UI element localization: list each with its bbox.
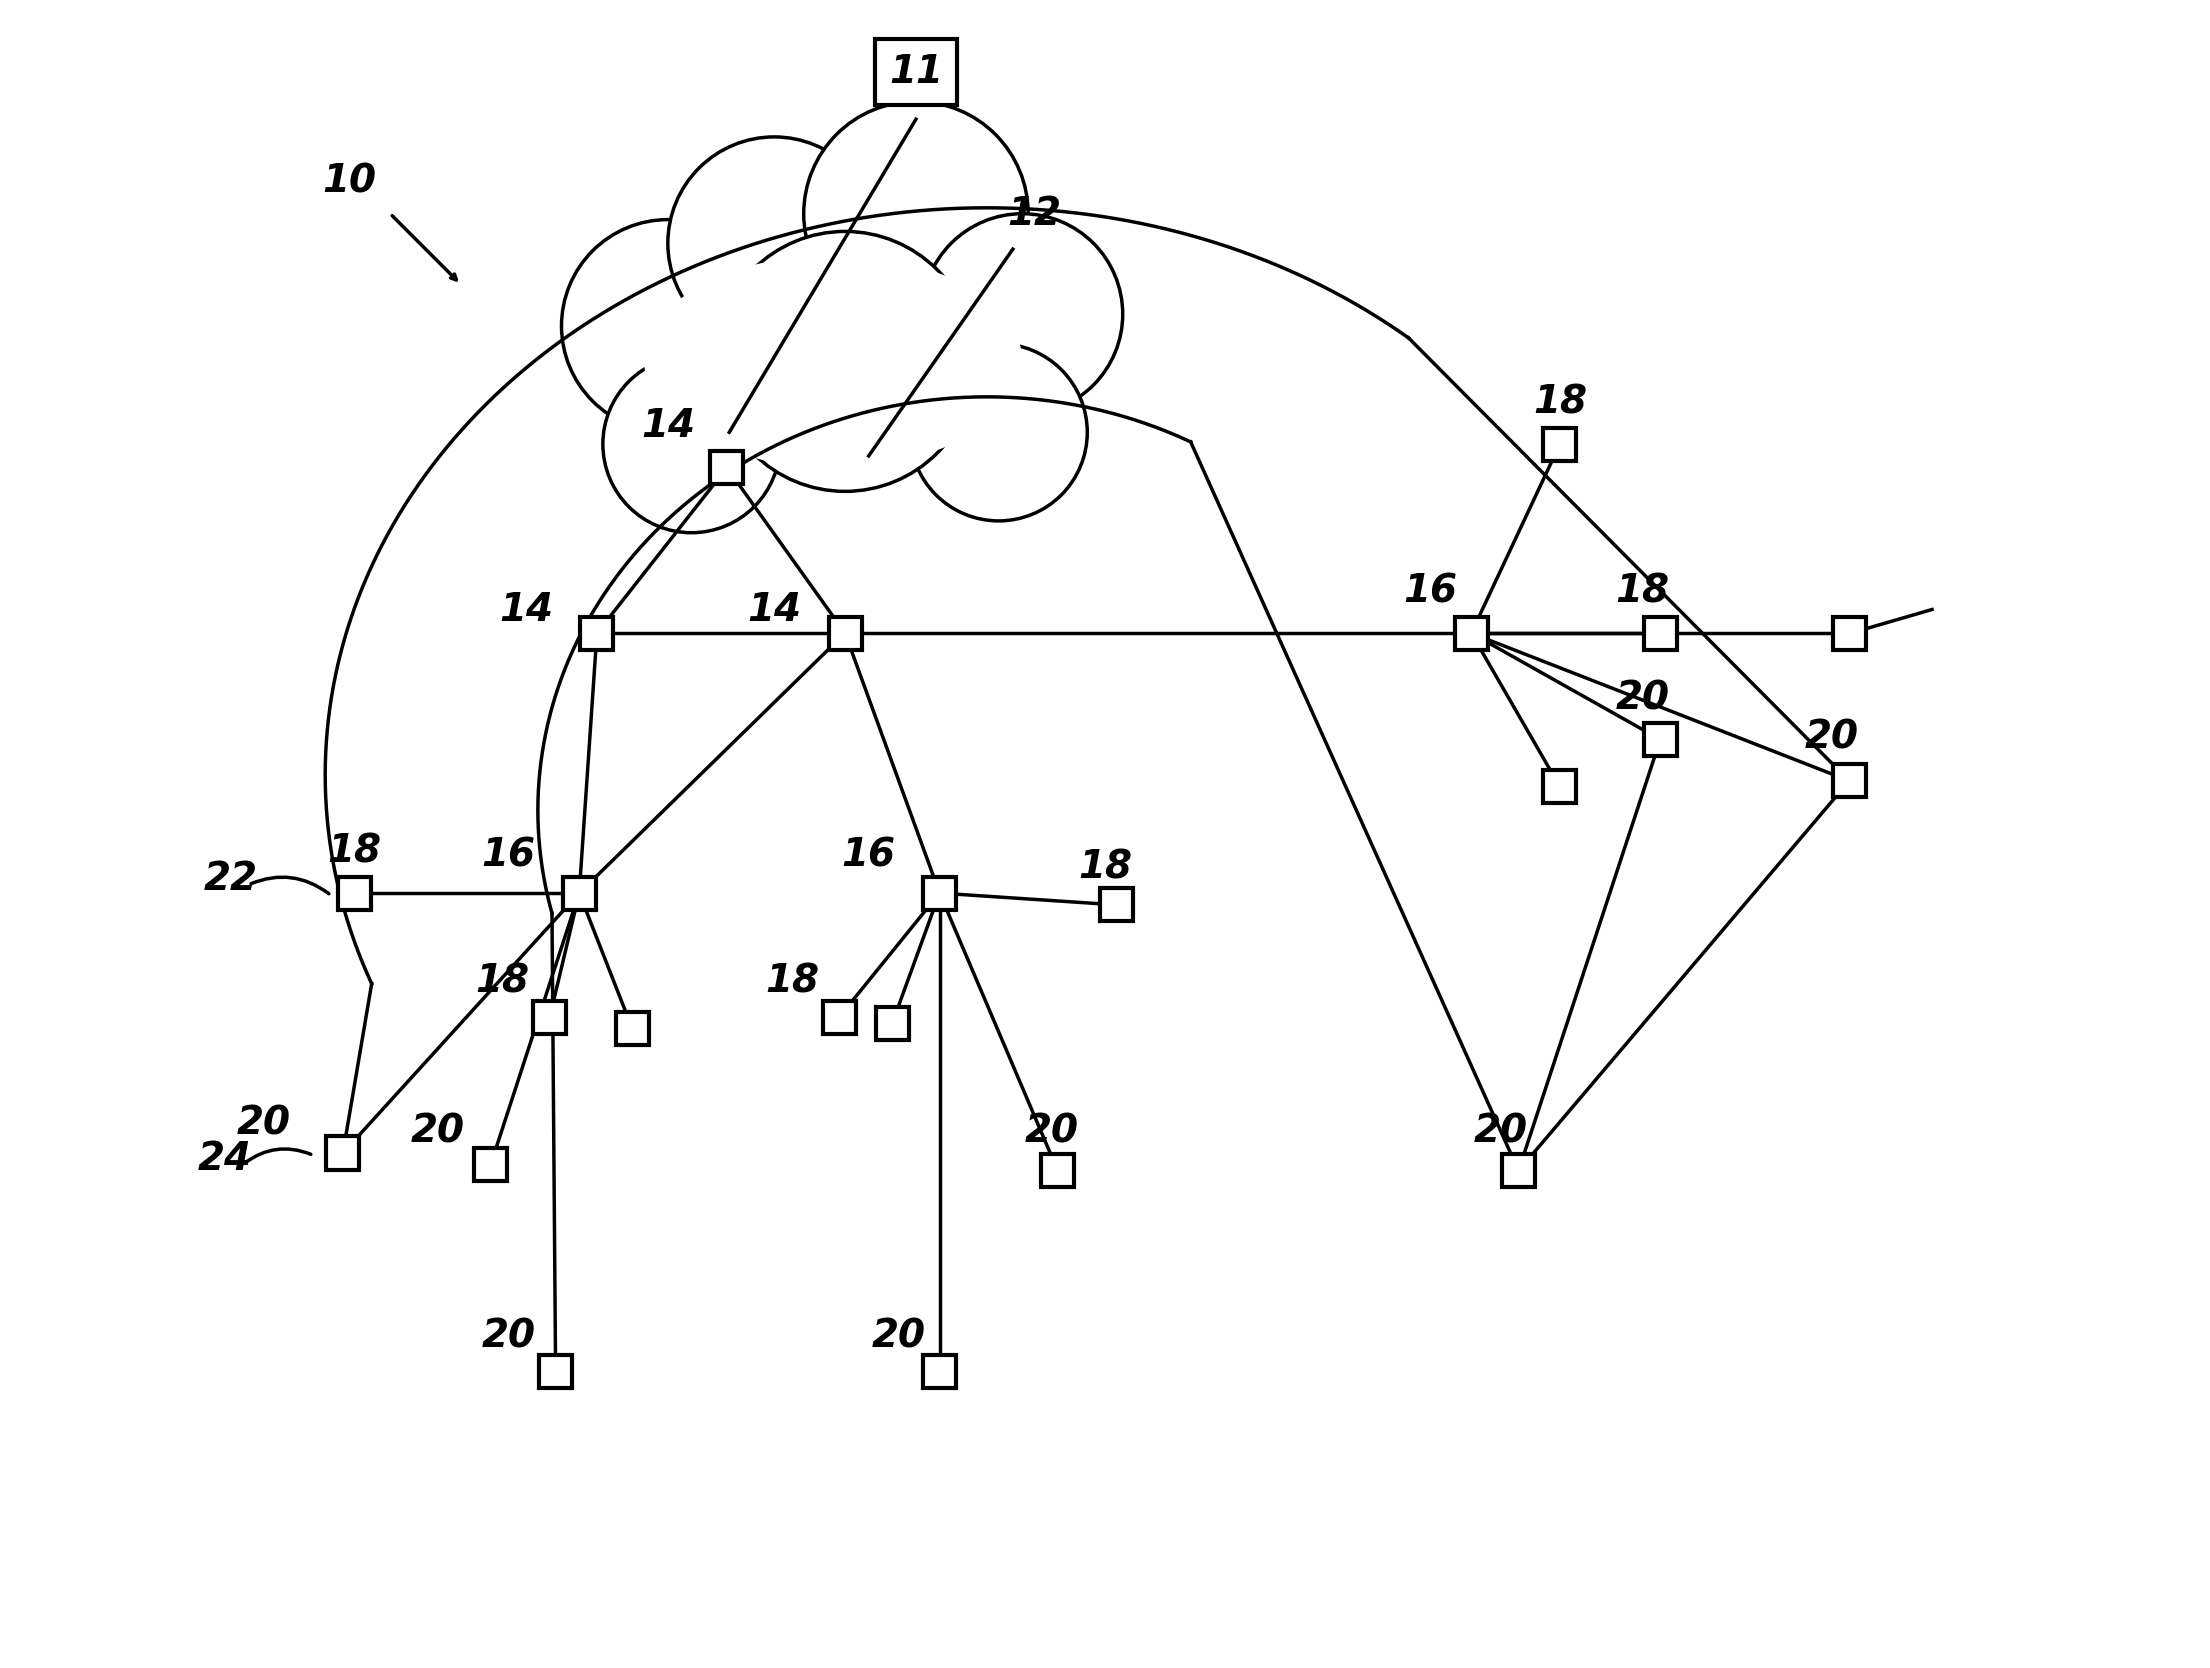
Ellipse shape — [643, 255, 1023, 467]
Bar — [1041, 1154, 1074, 1188]
Text: 20: 20 — [411, 1113, 464, 1151]
Bar — [924, 877, 957, 909]
Text: 22: 22 — [203, 861, 259, 897]
Text: 14: 14 — [747, 590, 802, 629]
Bar — [709, 450, 743, 484]
Text: 20: 20 — [482, 1318, 535, 1354]
Text: 20: 20 — [1806, 719, 1859, 756]
Bar — [564, 877, 597, 909]
Circle shape — [561, 220, 774, 432]
Bar — [581, 617, 614, 649]
Bar — [1101, 889, 1134, 921]
Bar — [1543, 427, 1576, 460]
Text: 18: 18 — [327, 832, 382, 871]
Text: 20: 20 — [1616, 679, 1669, 717]
Circle shape — [667, 137, 880, 350]
Text: 20: 20 — [236, 1104, 292, 1143]
Text: 24: 24 — [197, 1139, 252, 1178]
Circle shape — [716, 232, 975, 492]
Text: 20: 20 — [871, 1318, 926, 1354]
Text: 20: 20 — [1025, 1113, 1078, 1151]
Bar — [875, 1006, 908, 1039]
Text: 18: 18 — [765, 962, 820, 1001]
Circle shape — [804, 102, 1028, 325]
Bar — [533, 1001, 566, 1034]
Text: 16: 16 — [1403, 572, 1456, 610]
Text: 18: 18 — [1078, 847, 1132, 886]
Text: 20: 20 — [1474, 1113, 1527, 1151]
Text: 16: 16 — [482, 836, 535, 874]
Bar — [1832, 764, 1865, 797]
Text: 16: 16 — [842, 836, 895, 874]
Text: 12: 12 — [1008, 195, 1061, 234]
Text: 10: 10 — [323, 163, 376, 200]
Bar — [829, 617, 862, 649]
Bar — [327, 1136, 360, 1169]
Bar — [617, 1012, 650, 1046]
Text: 14: 14 — [641, 407, 694, 445]
Bar — [1503, 1154, 1536, 1188]
Circle shape — [603, 355, 780, 532]
Bar — [924, 1354, 957, 1388]
Bar — [822, 1001, 855, 1034]
Text: 11: 11 — [888, 53, 944, 92]
Bar — [1644, 617, 1677, 649]
Bar — [1832, 617, 1865, 649]
Text: 18: 18 — [475, 962, 530, 1001]
Text: 14: 14 — [499, 590, 552, 629]
Bar — [1644, 722, 1677, 756]
Bar — [1543, 771, 1576, 804]
Text: 18: 18 — [1534, 384, 1587, 422]
Text: 18: 18 — [1616, 572, 1669, 610]
Bar — [1454, 617, 1487, 649]
Bar — [475, 1148, 506, 1181]
Circle shape — [922, 214, 1123, 415]
Bar — [539, 1354, 572, 1388]
Bar — [338, 877, 371, 909]
Circle shape — [911, 344, 1087, 520]
